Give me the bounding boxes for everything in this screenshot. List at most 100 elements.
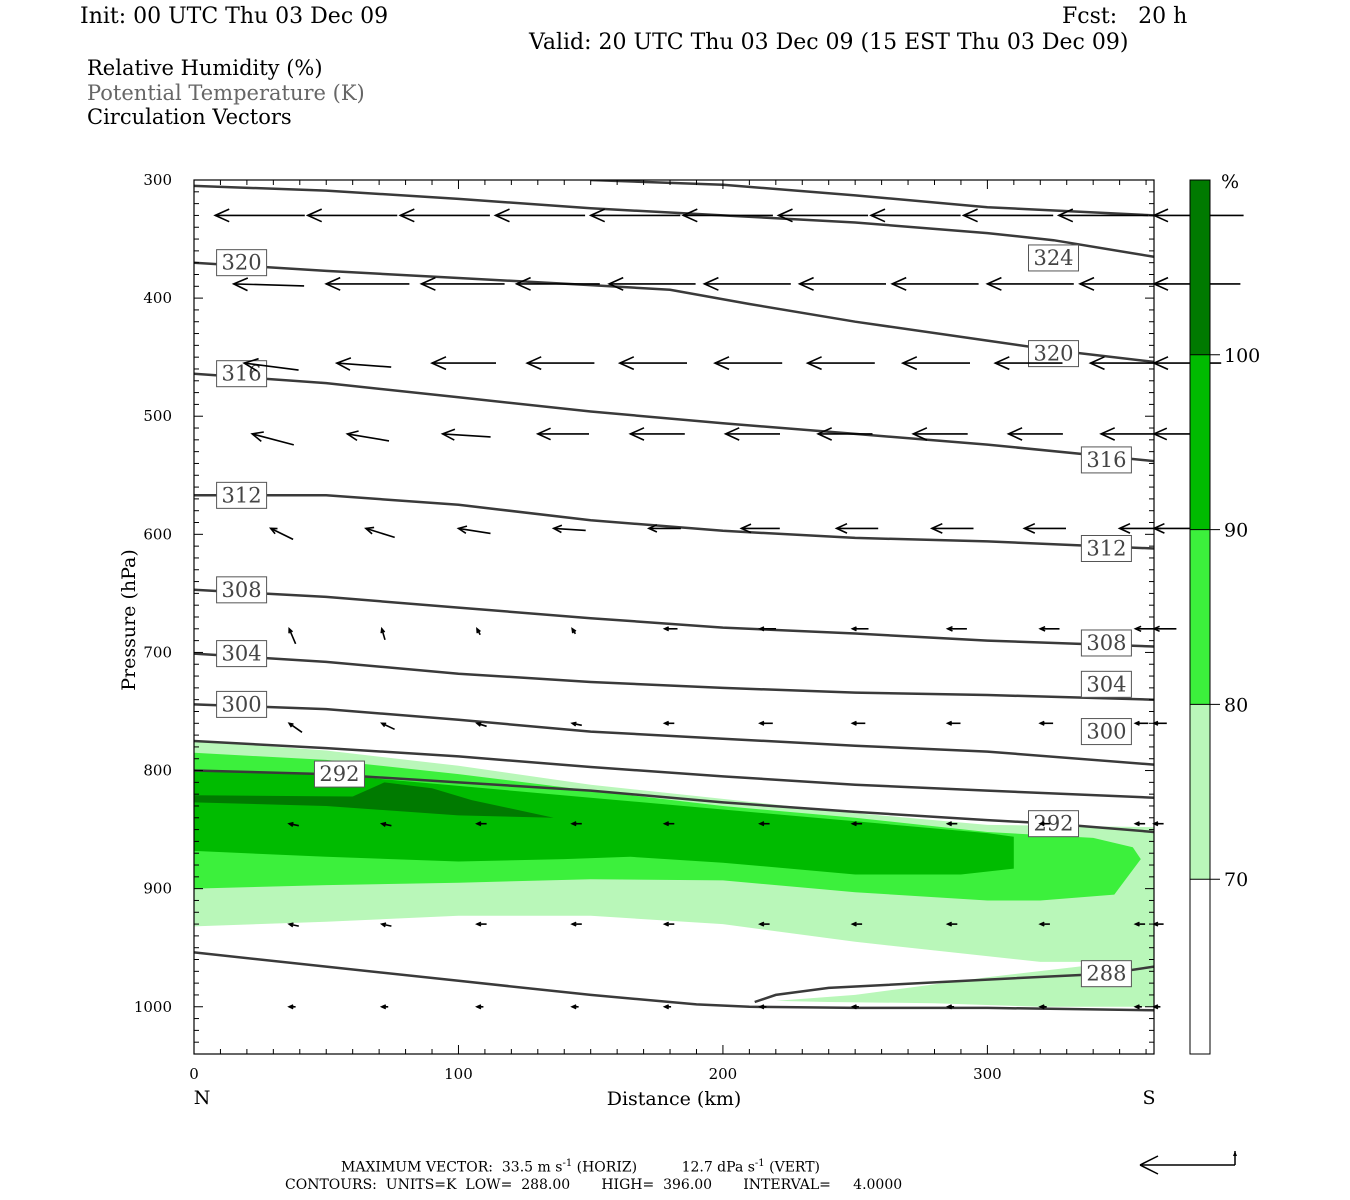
- circulation-vector: [475, 722, 487, 728]
- circulation-vector: [242, 357, 299, 372]
- horiz-exponent: -1: [562, 1158, 573, 1169]
- circulation-vector: [850, 720, 866, 726]
- theta-label-box: [1028, 244, 1080, 272]
- circulation-vector: [571, 627, 577, 635]
- theta-label-box: [216, 576, 268, 604]
- reference-vector-icon: [1139, 1151, 1237, 1175]
- circulation-vector: [419, 276, 505, 291]
- circulation-vector: [551, 524, 586, 534]
- theta-contour-328: [590, 180, 1154, 217]
- rh-region-100: [194, 782, 554, 818]
- circulation-vector: [900, 356, 970, 371]
- colorbar-label: 80: [1224, 694, 1248, 716]
- circulation-vector: [364, 526, 395, 539]
- theta-contour-324: [194, 184, 1154, 259]
- circulation-vector: [1088, 356, 1158, 371]
- circulation-vector: [1152, 356, 1222, 371]
- circulation-vector: [398, 208, 490, 223]
- circulation-vector: [1152, 821, 1164, 827]
- circulation-vector: [1133, 921, 1146, 927]
- theta-contour-304: [194, 652, 1154, 701]
- circulation-vector: [535, 427, 589, 441]
- circulation-vector: [1022, 522, 1066, 534]
- circulation-vector: [525, 356, 595, 371]
- circulation-vector: [985, 276, 1074, 291]
- circulation-vector: [1152, 720, 1167, 726]
- theta-label-box: [313, 760, 365, 788]
- circulation-vector: [231, 277, 305, 292]
- circulation-vector: [570, 821, 582, 827]
- circulation-vector: [850, 821, 863, 827]
- circulation-vector: [379, 821, 392, 827]
- init-time: Init: 00 UTC Thu 03 Dec 09: [80, 4, 389, 29]
- vert-tail: (VERT): [764, 1159, 821, 1176]
- theta-label-box: [1080, 960, 1132, 988]
- circulation-vector: [1152, 522, 1196, 534]
- theta-label: 304: [1086, 672, 1126, 696]
- circulation-vector: [993, 356, 1063, 371]
- x-axis-title: Distance (km): [607, 1088, 742, 1110]
- theta-label: 308: [222, 578, 262, 602]
- max-vector-vert: 12.7 dPa s: [681, 1159, 755, 1176]
- circulation-vector: [287, 821, 299, 827]
- y-tick-label: 500: [143, 407, 172, 425]
- circulation-vector: [570, 721, 582, 727]
- circulation-vector: [945, 1004, 955, 1010]
- circulation-vector: [945, 921, 958, 927]
- theta-label-box: [1028, 340, 1080, 368]
- theta-label-box: [216, 640, 268, 668]
- colorbar-segment: [1190, 529, 1210, 705]
- circulation-vector: [588, 208, 681, 223]
- y-tick-label: 1000: [134, 998, 172, 1016]
- legend-rh: Relative Humidity (%): [87, 56, 323, 80]
- colorbar-segment: [1190, 180, 1210, 355]
- theta-label: 304: [222, 642, 262, 666]
- circulation-vector: [213, 208, 305, 223]
- circulation-vector: [430, 356, 496, 371]
- theta-label: 300: [222, 692, 262, 716]
- contour-info: CONTOURS: UNITS=K LOW= 288.00 HIGH= 396.…: [285, 1177, 903, 1193]
- circulation-vector: [890, 276, 979, 291]
- theta-contour-316: [194, 372, 1154, 463]
- circulation-vector: [646, 524, 681, 533]
- circulation-vector: [776, 208, 869, 223]
- theta-contour-308: [194, 588, 1154, 648]
- y-tick-label: 300: [143, 171, 172, 189]
- rh-shading: [194, 741, 1154, 1007]
- circulation-vector: [1038, 625, 1060, 632]
- colorbar-segment: [1190, 354, 1210, 530]
- theta-contour-296: [194, 739, 1154, 799]
- theta-label: 288: [1086, 962, 1126, 986]
- circulation-vector: [1152, 921, 1164, 927]
- legend-theta: Potential Temperature (K): [87, 81, 365, 105]
- theta-label-box: [216, 690, 268, 718]
- circulation-vector: [380, 722, 395, 731]
- theta-contour-320: [194, 261, 1154, 364]
- circulation-vector: [1133, 1004, 1142, 1010]
- axes: 300 400 500 600 700 800 900 1000 0 100 200 300: [134, 171, 1154, 1083]
- colorbar-unit: %: [1221, 171, 1239, 193]
- circulation-vector: [662, 821, 675, 827]
- circulation-vector: [945, 821, 958, 827]
- circulation-vector: [475, 921, 487, 927]
- theta-contours: 2882922923003003043043083083123123163163…: [194, 180, 1154, 1012]
- circulation-vector: [1038, 821, 1050, 827]
- circulation-vector: [440, 428, 491, 441]
- circulation-vector: [834, 522, 879, 534]
- circulation-vector: [662, 626, 678, 632]
- x-tick-label: 300: [973, 1065, 1002, 1083]
- circulation-vector: [1133, 821, 1146, 827]
- circulation-vector: [345, 430, 390, 442]
- circulation-vector: [850, 626, 869, 632]
- theta-contour-312: [194, 494, 1154, 550]
- y-axis-title: Pressure (hPa): [118, 549, 140, 691]
- max-vector-label: MAXIMUM VECTOR:: [341, 1159, 493, 1176]
- colorbar-label: 70: [1224, 869, 1248, 891]
- theta-label: 316: [222, 362, 262, 386]
- theta-label: 320: [1033, 342, 1073, 366]
- x-tick-label: 200: [709, 1065, 738, 1083]
- circulation-vector: [713, 356, 783, 371]
- theta-label-box: [1080, 670, 1132, 698]
- max-vector-line: MAXIMUM VECTOR: 33.5 m s-1 (HORIZ) 12.7 …: [341, 1158, 820, 1176]
- theta-label: 316: [1086, 448, 1126, 472]
